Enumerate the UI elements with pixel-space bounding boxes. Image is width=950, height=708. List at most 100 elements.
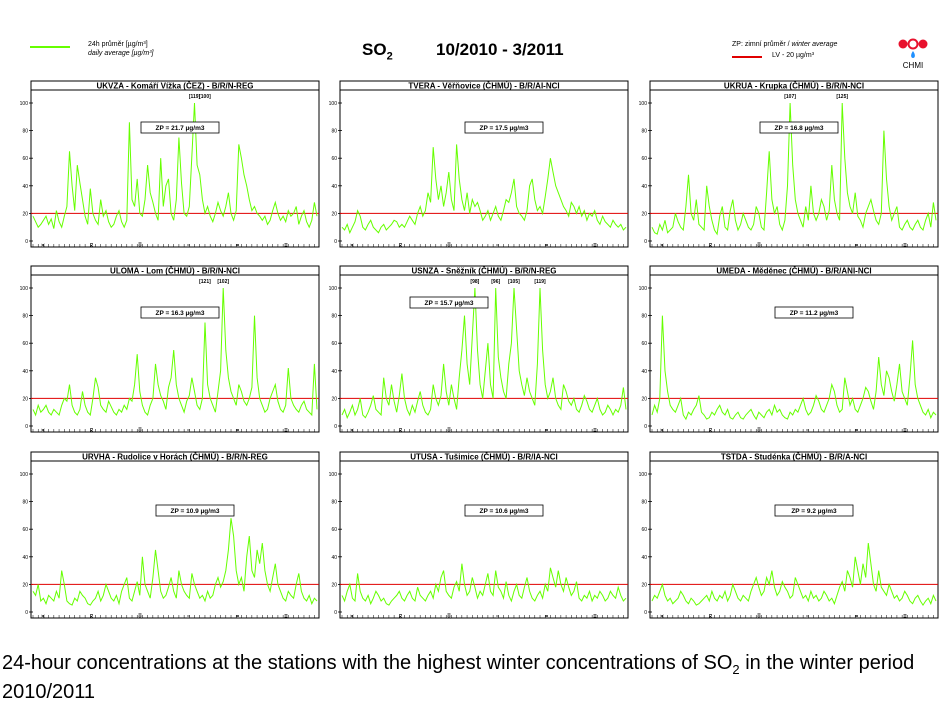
x-tick-label: I xyxy=(805,244,810,245)
y-tick-label: 40 xyxy=(22,555,28,561)
x-tick-label: XII xyxy=(757,427,762,433)
y-tick-label: 40 xyxy=(22,369,28,375)
chart-title: ULOMA - Lom (ČHMÚ) - B/R/N-NCI xyxy=(110,267,240,276)
y-tick-label: 40 xyxy=(331,184,337,190)
logo-text: CHMI xyxy=(903,61,923,70)
plot-frame xyxy=(649,460,939,619)
y-tick-label: 20 xyxy=(641,396,647,402)
series-line xyxy=(341,563,627,606)
y-tick-label: 0 xyxy=(644,424,647,430)
legend-daily-label: 24h průměr [µg/m³] daily average [µg/m³] xyxy=(88,41,154,57)
legend-daily-line xyxy=(30,46,70,48)
chart-panel-1: UKVZA - Komáří Vížka (ČEZ) - B/R/N-REG 0 2… xyxy=(20,80,320,248)
peak-label: [105] xyxy=(508,279,520,285)
x-tick-label: II xyxy=(235,615,240,618)
zp-box xyxy=(464,504,544,517)
legend-lv-label: LV - 20 µg/m³ xyxy=(772,52,815,59)
x-tick-label: III xyxy=(592,614,597,618)
zp-label: ZP = 10.9 µg/m3 xyxy=(171,508,220,515)
y-tick-label: 80 xyxy=(22,314,28,320)
x-tick-label: III xyxy=(283,614,288,618)
y-tick-label: 80 xyxy=(22,129,28,135)
y-tick-label: 100 xyxy=(20,472,29,478)
chart-panel-2: TVERA - Věřňovice (ČHMÚ) - B/R/AI-NCI 0 20… xyxy=(329,80,629,248)
y-tick-label: 60 xyxy=(22,341,28,347)
zp-label: ZP = 15.7 µg/m3 xyxy=(425,300,474,307)
x-tick-label: X xyxy=(350,614,355,617)
legend-winter-label: ZP: zimní průměr / winter average xyxy=(732,41,838,48)
x-tick-label: XI xyxy=(398,243,403,247)
peak-label: [119] xyxy=(189,94,201,100)
y-tick-label: 60 xyxy=(641,156,647,162)
y-tick-label: 0 xyxy=(334,610,337,616)
y-tick-label: 100 xyxy=(20,101,29,107)
chmi-logo: CHMI xyxy=(896,38,936,72)
peak-label: [119] xyxy=(534,279,546,285)
x-tick-label: I xyxy=(805,615,810,616)
series-line xyxy=(651,542,937,607)
plot-frame xyxy=(339,89,629,248)
x-tick-label: II xyxy=(854,429,859,432)
series-line xyxy=(651,102,937,236)
zp-label: ZP = 9.2 µg/m3 xyxy=(791,508,837,515)
x-tick-label: I xyxy=(495,244,500,245)
x-tick-label: X xyxy=(41,243,46,246)
x-tick-label: X xyxy=(660,428,665,431)
y-tick-label: 0 xyxy=(644,239,647,245)
zp-box xyxy=(155,504,235,517)
y-tick-label: 60 xyxy=(641,341,647,347)
x-tick-label: X xyxy=(350,428,355,431)
x-tick-label: I xyxy=(186,244,191,245)
x-tick-label: XI xyxy=(89,428,94,432)
x-tick-label: II xyxy=(235,244,240,247)
period-label: 10/2010 - 3/2011 xyxy=(436,40,564,59)
x-tick-label: II xyxy=(235,429,240,432)
y-tick-label: 80 xyxy=(641,314,647,320)
series-line xyxy=(32,518,318,606)
x-tick-label: I xyxy=(186,615,191,616)
x-tick-label: I xyxy=(495,429,500,430)
plot-frame xyxy=(30,460,320,619)
charts-grid: UKVZA - Komáří Vížka (ČEZ) - B/R/N-REG 0 2… xyxy=(20,80,939,619)
peak-label: [107] xyxy=(784,94,796,100)
y-tick-label: 60 xyxy=(331,341,337,347)
zp-label: ZP = 21.7 µg/m3 xyxy=(156,125,205,132)
y-tick-label: 60 xyxy=(641,527,647,533)
x-tick-label: XI xyxy=(398,428,403,432)
x-tick-label: XII xyxy=(447,427,452,433)
chart-title: URVHA - Rudolice v Horách (ČHMÚ) - B/R/N… xyxy=(82,453,268,462)
x-tick-label: X xyxy=(350,243,355,246)
y-tick-label: 100 xyxy=(639,472,648,478)
chart-title: UKRUA - Krupka (ČHMÚ) - B/R/N-NCI xyxy=(724,82,864,91)
x-tick-label: XI xyxy=(89,243,94,247)
x-tick-label: XI xyxy=(708,243,713,247)
x-tick-label: II xyxy=(544,429,549,432)
y-tick-label: 0 xyxy=(334,424,337,430)
x-tick-label: II xyxy=(544,615,549,618)
y-tick-label: 40 xyxy=(641,184,647,190)
x-tick-label: X xyxy=(660,614,665,617)
peak-label: [96] xyxy=(491,279,500,285)
y-tick-label: 80 xyxy=(331,500,337,506)
y-tick-label: 0 xyxy=(25,239,28,245)
chart-title: UKVZA - Komáří Vížka (ČEZ) - B/R/N-REG xyxy=(96,82,253,91)
zp-label: ZP = 16.8 µg/m3 xyxy=(775,125,824,132)
x-tick-label: III xyxy=(592,428,597,432)
x-tick-label: XII xyxy=(447,242,452,248)
zp-box xyxy=(774,306,854,319)
series-line xyxy=(651,315,937,421)
x-tick-label: XII xyxy=(138,613,143,619)
x-tick-label: X xyxy=(41,614,46,617)
x-tick-label: II xyxy=(854,244,859,247)
chart-panel-4: ULOMA - Lom (ČHMÚ) - B/R/N-NCI 0 20 40 60 80 1… xyxy=(20,265,320,433)
y-tick-label: 20 xyxy=(22,582,28,588)
x-tick-label: XII xyxy=(447,613,452,619)
peak-label: [125] xyxy=(836,94,848,100)
chart-panel-3: UKRUA - Krupka (ČHMÚ) - B/R/N-NCI 0 20 40 60… xyxy=(639,80,939,248)
x-tick-label: III xyxy=(283,243,288,247)
caption: 24-hour concentrations at the stations w… xyxy=(2,652,915,703)
chart-title: UMEDA - Měděnec (ČHMÚ) - B/R/ANI-NCI xyxy=(716,267,871,276)
chart-title: UTUSA - Tušimice (ČHMÚ) - B/R/IA-NCI xyxy=(410,453,558,462)
y-tick-label: 20 xyxy=(22,396,28,402)
y-tick-label: 20 xyxy=(22,211,28,217)
